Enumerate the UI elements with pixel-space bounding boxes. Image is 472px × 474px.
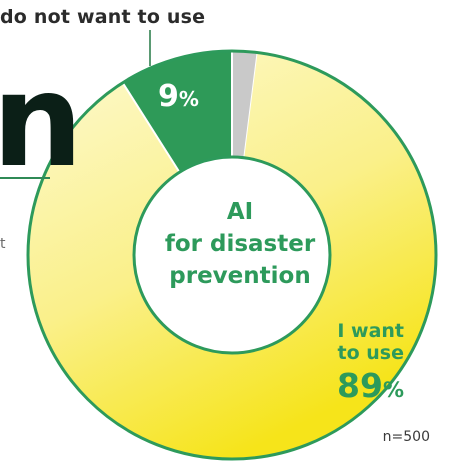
background-rule	[0, 177, 50, 179]
slice-label-do-not-want: do not want to use	[0, 6, 206, 28]
chart-title-line: prevention	[169, 263, 311, 289]
sample-size-note: n=500	[382, 429, 430, 445]
pie-slice	[27, 52, 437, 459]
data-label-want: 89%	[294, 366, 404, 405]
slice-label-want: I want to use	[318, 320, 404, 364]
data-label-value: 89	[337, 366, 383, 405]
data-label-do-not-want: 9%	[158, 79, 199, 114]
slice-label-line: to use	[337, 342, 404, 364]
chart-title: AI for disaster prevention	[150, 196, 330, 292]
chart-title-line: AI	[226, 199, 254, 225]
data-label-value: 9	[158, 79, 179, 114]
background-fragment: t	[0, 236, 6, 252]
percent-symbol: %	[382, 378, 404, 402]
donut-outer-border	[26, 49, 438, 461]
percent-symbol: %	[178, 87, 199, 111]
donut-inner-circle	[132, 155, 332, 355]
background-glyph: n	[0, 47, 84, 196]
chart-title-line: for disaster	[164, 231, 316, 257]
slice-label-line: I want	[337, 320, 404, 342]
leader-line	[149, 30, 151, 66]
